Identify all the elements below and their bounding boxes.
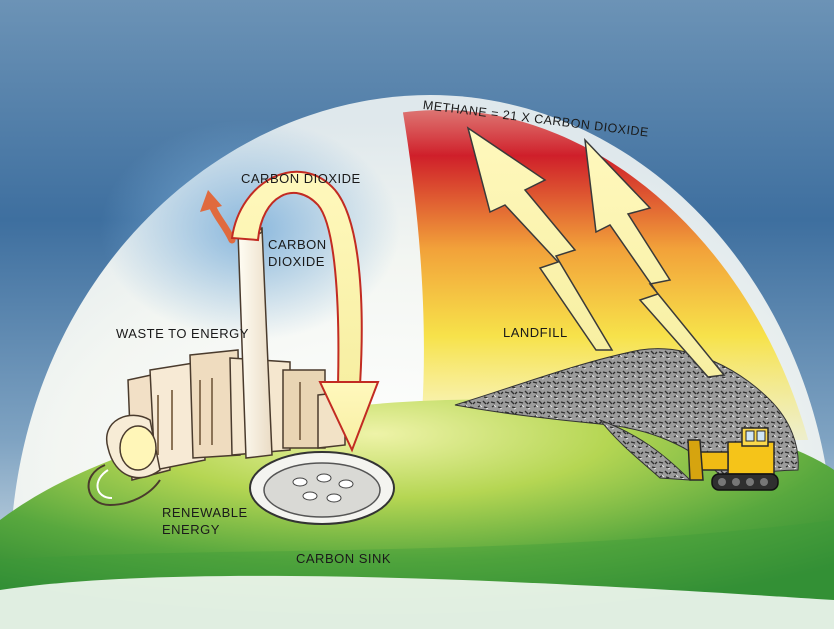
carbon-dioxide-top-label: CARBON DIOXIDE bbox=[241, 171, 361, 186]
bulldozer-icon bbox=[687, 427, 779, 491]
carbon-sink-disc-icon bbox=[249, 451, 395, 525]
landfill-label: LANDFILL bbox=[503, 325, 568, 340]
waste-to-energy-label: WASTE TO ENERGY bbox=[116, 326, 249, 341]
curved-arrow-icon bbox=[200, 190, 236, 244]
lightning-arrow-icon bbox=[583, 137, 726, 378]
lightning-arrow-icon bbox=[466, 126, 614, 351]
carbon-sink-label: CARBON SINK bbox=[296, 551, 392, 566]
carbon-dioxide-stack-label: CARBON DIOXIDE bbox=[268, 237, 327, 269]
curved-arrow-icon bbox=[230, 170, 380, 453]
renewable-energy-label: RENEWABLE ENERGY bbox=[162, 505, 248, 537]
